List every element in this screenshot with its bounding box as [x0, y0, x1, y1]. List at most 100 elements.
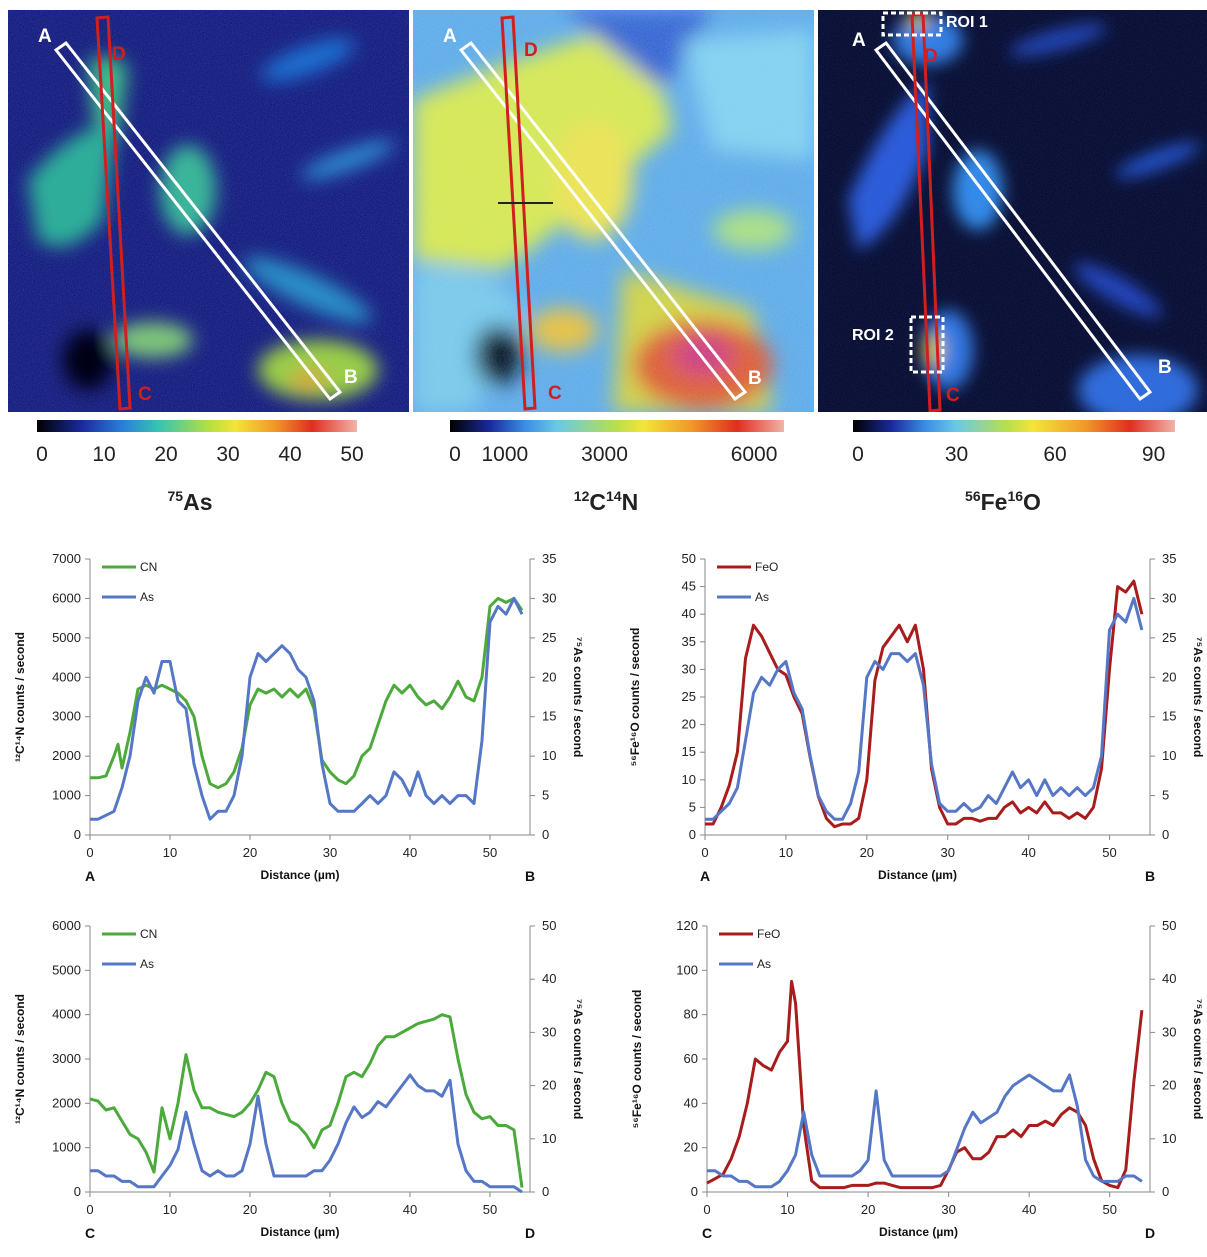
- y-right-tick-label: 20: [542, 1078, 556, 1093]
- x-tick-label: 0: [86, 1202, 93, 1217]
- as-map-label-c: C: [138, 384, 152, 405]
- y-left-tick-label: 80: [684, 1007, 698, 1022]
- series-line-cn: [89, 1013, 524, 1188]
- x-tick-label: 30: [323, 845, 337, 860]
- y-right-tick-label: 5: [1162, 788, 1169, 803]
- y-right-tick-label: 35: [1162, 551, 1176, 566]
- y-left-tick-label: 50: [682, 551, 696, 566]
- start-point-label: C: [702, 1225, 712, 1241]
- y-left-tick-label: 6000: [52, 590, 81, 605]
- colorbar-tick-label: 40: [278, 443, 302, 466]
- y-left-tick-label: 0: [74, 827, 81, 842]
- x-tick-label: 0: [703, 1202, 710, 1217]
- x-tick-label: 40: [403, 1202, 417, 1217]
- cn-isotope-title: 12C14N: [573, 488, 639, 515]
- y-left-tick-label: 4000: [52, 1007, 81, 1022]
- x-axis-label: Distance (µm): [879, 1225, 958, 1239]
- x-tick-label: 50: [483, 845, 497, 860]
- feo-map-label-c: C: [946, 385, 960, 406]
- x-tick-label: 20: [243, 1202, 257, 1217]
- y-right-tick-label: 10: [542, 748, 556, 763]
- y-left-tick-label: 40: [682, 606, 696, 621]
- end-point-label: D: [1145, 1225, 1155, 1241]
- y-right-axis-label: ⁷⁵As counts / second: [1191, 637, 1205, 758]
- y-right-tick-label: 35: [542, 551, 556, 566]
- cn-map-label-a: A: [443, 26, 457, 47]
- legend-label: As: [140, 590, 154, 604]
- legend-label: FeO: [757, 927, 780, 941]
- cn-map-label-c: C: [548, 383, 562, 404]
- colorbar-tick-label: 60: [1043, 443, 1067, 466]
- cn-colorbar: [450, 420, 784, 432]
- y-left-axis-label: ¹²C¹⁴N counts / second: [13, 994, 27, 1124]
- y-left-tick-label: 0: [74, 1184, 81, 1199]
- y-right-tick-label: 10: [542, 1131, 556, 1146]
- x-tick-label: 50: [483, 1202, 497, 1217]
- as-map-label-d: D: [112, 44, 126, 65]
- y-left-tick-label: 1000: [52, 788, 81, 803]
- y-right-tick-label: 0: [1162, 827, 1169, 842]
- y-left-tick-label: 60: [684, 1051, 698, 1066]
- x-tick-label: 0: [86, 845, 93, 860]
- y-left-tick-label: 45: [682, 579, 696, 594]
- series-line-feo: [706, 979, 1144, 1190]
- feo-map-panel: A D C B ROI 1 ROI 2: [818, 10, 1207, 412]
- y-left-tick-label: 5000: [52, 630, 81, 645]
- y-left-tick-label: 3000: [52, 1051, 81, 1066]
- legend-label: As: [140, 957, 154, 971]
- series-line-as: [90, 596, 524, 821]
- colorbar-tick-label: 6000: [730, 443, 778, 466]
- x-tick-label: 20: [860, 845, 874, 860]
- y-right-tick-label: 40: [542, 971, 556, 986]
- roi-1-box: [881, 11, 943, 37]
- x-tick-label: 10: [163, 845, 177, 860]
- y-left-tick-label: 0: [691, 1184, 698, 1199]
- y-right-tick-label: 10: [1162, 748, 1176, 763]
- as-isotope-title: 75As: [167, 488, 213, 515]
- cn-ion-map: [413, 10, 814, 412]
- x-tick-label: 10: [163, 1202, 177, 1217]
- y-left-tick-label: 5000: [52, 962, 81, 977]
- colorbar-tick-label: 3000: [581, 443, 628, 466]
- y-left-tick-label: 35: [682, 634, 696, 649]
- x-tick-label: 10: [779, 845, 793, 860]
- x-tick-label: 10: [780, 1202, 794, 1217]
- y-left-axis-label: ⁵⁶Fe¹⁶O counts / second: [628, 628, 642, 767]
- y-left-tick-label: 7000: [52, 551, 81, 566]
- colorbar-tick-label: 0: [449, 443, 461, 466]
- legend-label: As: [757, 957, 771, 971]
- cn-map-label-d: D: [524, 40, 538, 61]
- series-line-as: [90, 1073, 523, 1194]
- x-axis-label: Distance (µm): [261, 1225, 340, 1239]
- y-right-tick-label: 30: [542, 590, 556, 605]
- start-point-label: C: [85, 1225, 95, 1241]
- y-left-tick-label: 100: [676, 962, 698, 977]
- y-right-tick-label: 20: [542, 669, 556, 684]
- x-axis-label: Distance (µm): [878, 868, 957, 882]
- legend-label: CN: [140, 560, 157, 574]
- colorbar-tick-label: 30: [216, 443, 240, 466]
- legend-label: FeO: [755, 560, 778, 574]
- y-left-tick-label: 30: [682, 661, 696, 676]
- feo-map-label-b: B: [1158, 357, 1172, 378]
- colorbar-tick-label: 30: [944, 443, 969, 466]
- y-left-tick-label: 10: [682, 772, 696, 787]
- y-right-tick-label: 50: [1162, 918, 1176, 933]
- y-right-tick-label: 0: [542, 1184, 549, 1199]
- legend-label: CN: [140, 927, 157, 941]
- colorbar-tick-label: 90: [1141, 443, 1166, 466]
- chart-feo-as-cd: 0 20 40 60 80 100 120 0 10 20 30 40 50 0 10 20 30 40 50 Dis…: [605, 912, 1207, 1257]
- colorbar-tick-label: 10: [92, 443, 116, 466]
- colorbar-tick-label: 0: [852, 443, 864, 466]
- y-left-tick-label: 40: [684, 1095, 698, 1110]
- x-tick-label: 40: [403, 845, 417, 860]
- y-right-tick-label: 0: [542, 827, 549, 842]
- y-left-axis-label: ⁵⁶Fe¹⁶O counts / second: [630, 990, 644, 1129]
- y-left-tick-label: 3000: [52, 709, 81, 724]
- y-left-tick-label: 120: [676, 918, 698, 933]
- x-tick-label: 20: [243, 845, 257, 860]
- colorbar-tick-label: 20: [154, 443, 178, 466]
- chart-cn-as-cd: 0 1000 2000 3000 4000 5000 6000 0 10 20 30 40 50 0 10 2…: [0, 912, 600, 1257]
- y-right-tick-label: 20: [1162, 669, 1176, 684]
- end-point-label: B: [1145, 868, 1155, 884]
